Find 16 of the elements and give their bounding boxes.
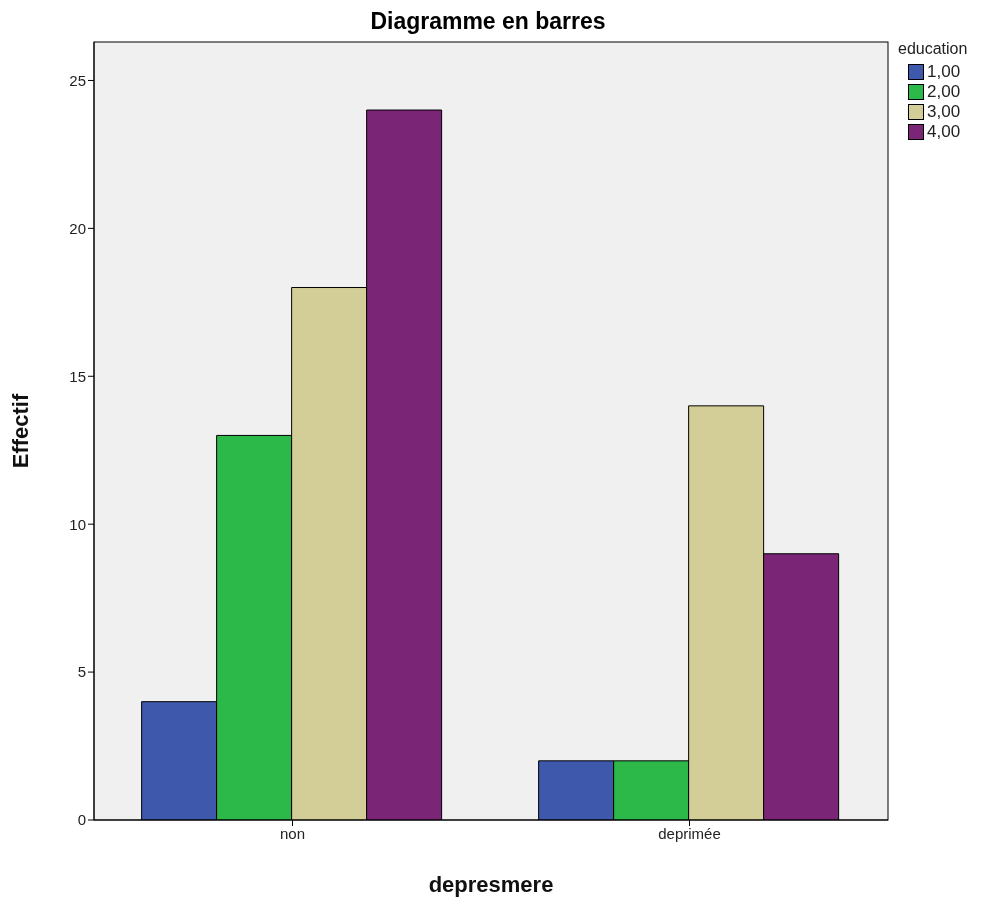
- chart-title: Diagramme en barres: [369, 8, 607, 36]
- y-axis-title: Effectif: [7, 393, 33, 469]
- legend-label: 1,00: [927, 62, 961, 82]
- y-tick-label: 10: [69, 515, 86, 533]
- legend-label: 4,00: [927, 122, 961, 142]
- y-tick-label: 0: [77, 811, 86, 829]
- x-axis-title: depresmere: [428, 872, 554, 897]
- y-tick-label: 25: [69, 71, 86, 89]
- x-tick-label: non: [279, 824, 306, 842]
- legend-label: 3,00: [927, 102, 961, 122]
- y-tick-label: 5: [77, 663, 86, 681]
- legend-title: education: [898, 40, 969, 58]
- legend-label: 2,00: [927, 82, 961, 102]
- y-tick-label: 20: [69, 219, 86, 237]
- x-tick-label: deprimée: [658, 824, 721, 842]
- y-tick-label: 15: [69, 367, 86, 385]
